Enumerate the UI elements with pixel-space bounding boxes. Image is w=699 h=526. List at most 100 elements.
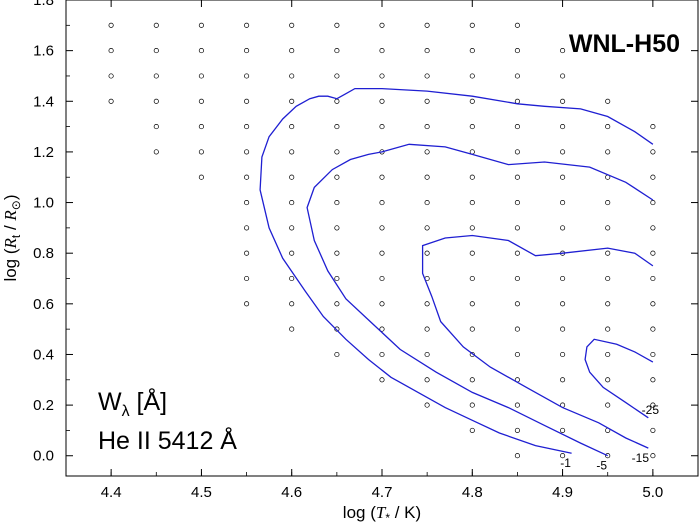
model-point <box>560 98 566 104</box>
model-point <box>605 225 611 231</box>
model-point <box>560 200 566 206</box>
y-tick-label: 1.6 <box>33 43 54 60</box>
model-point <box>334 326 340 332</box>
model-point <box>514 149 520 155</box>
y-tick-label: 0.2 <box>33 397 54 414</box>
model-point <box>198 98 204 104</box>
y-axis-label: log (Rt / R⊙) <box>1 194 23 281</box>
model-point <box>424 149 430 155</box>
model-point <box>560 225 566 231</box>
annotation-line2: He II 5412 Å <box>98 425 237 455</box>
model-point <box>469 73 475 79</box>
y-tick-label: 0.4 <box>33 346 54 363</box>
model-point <box>153 98 159 104</box>
model-point <box>379 48 385 54</box>
model-point <box>108 98 114 104</box>
y-tick-label: 0.0 <box>33 448 54 465</box>
model-point <box>560 174 566 180</box>
model-point <box>379 200 385 206</box>
model-point <box>424 326 430 332</box>
model-point <box>469 427 475 433</box>
model-point <box>379 98 385 104</box>
y-tick-label: 0.6 <box>33 296 54 313</box>
model-point <box>153 22 159 28</box>
model-point <box>244 149 250 155</box>
model-point <box>244 22 250 28</box>
model-point <box>244 250 250 256</box>
contour-lines <box>259 87 654 457</box>
model-point <box>289 225 295 231</box>
model-point <box>289 275 295 282</box>
model-point <box>560 453 566 459</box>
model-point <box>379 225 385 231</box>
model-point <box>514 351 520 358</box>
contour-label: -15 <box>632 451 650 465</box>
model-point <box>424 351 430 358</box>
model-point <box>650 174 656 180</box>
model-point <box>334 149 340 155</box>
model-point <box>334 275 340 282</box>
model-point <box>424 301 430 307</box>
model-point <box>514 326 520 332</box>
model-point <box>514 174 520 180</box>
model-point <box>334 124 340 130</box>
y-tick-label: 1.4 <box>33 93 54 110</box>
model-point <box>153 149 159 155</box>
model-point <box>605 351 611 358</box>
model-point <box>605 250 611 256</box>
model-point <box>379 301 385 307</box>
model-point <box>379 377 385 383</box>
model-point <box>198 149 204 155</box>
model-point <box>650 402 656 408</box>
model-point <box>650 301 656 307</box>
model-point <box>560 73 566 79</box>
chart-title: WNL-H50 <box>569 30 680 58</box>
contour-labels: -1 -5 -15 -25 <box>560 403 659 473</box>
model-point <box>108 22 114 28</box>
x-tick-label: 4.4 <box>101 484 122 501</box>
model-point <box>650 351 656 358</box>
model-point <box>650 124 656 130</box>
model-point <box>469 301 475 307</box>
contour-label: -1 <box>560 456 571 470</box>
model-point <box>514 73 520 79</box>
model-point <box>514 427 520 433</box>
model-point <box>379 250 385 256</box>
model-point <box>469 275 475 282</box>
model-point <box>514 124 520 130</box>
model-point <box>198 48 204 54</box>
model-point <box>289 326 295 332</box>
model-point <box>424 22 430 28</box>
model-point <box>424 98 430 104</box>
model-point <box>560 377 566 383</box>
model-point <box>334 301 340 307</box>
model-point <box>605 301 611 307</box>
model-point <box>560 275 566 282</box>
model-point <box>334 250 340 256</box>
model-point <box>424 174 430 180</box>
contour-line <box>584 338 654 419</box>
x-axis-label: log (T* / K) <box>343 503 421 525</box>
model-point <box>605 453 611 459</box>
model-point <box>198 174 204 180</box>
model-point <box>650 377 656 383</box>
model-point <box>244 275 250 282</box>
x-tick-label: 4.6 <box>281 484 302 501</box>
model-point <box>424 250 430 256</box>
model-point <box>469 377 475 383</box>
model-point <box>244 301 250 307</box>
model-point <box>514 22 520 28</box>
model-point <box>379 275 385 282</box>
model-point <box>289 48 295 54</box>
annotation-line1: Wλ [Å] <box>98 386 167 420</box>
model-point <box>605 149 611 155</box>
contour-line <box>259 87 654 454</box>
model-point <box>650 200 656 206</box>
model-point <box>244 48 250 54</box>
model-point <box>334 73 340 79</box>
model-point <box>198 124 204 130</box>
model-point <box>244 200 250 206</box>
model-point <box>334 351 340 358</box>
model-point <box>424 124 430 130</box>
model-point <box>514 225 520 231</box>
